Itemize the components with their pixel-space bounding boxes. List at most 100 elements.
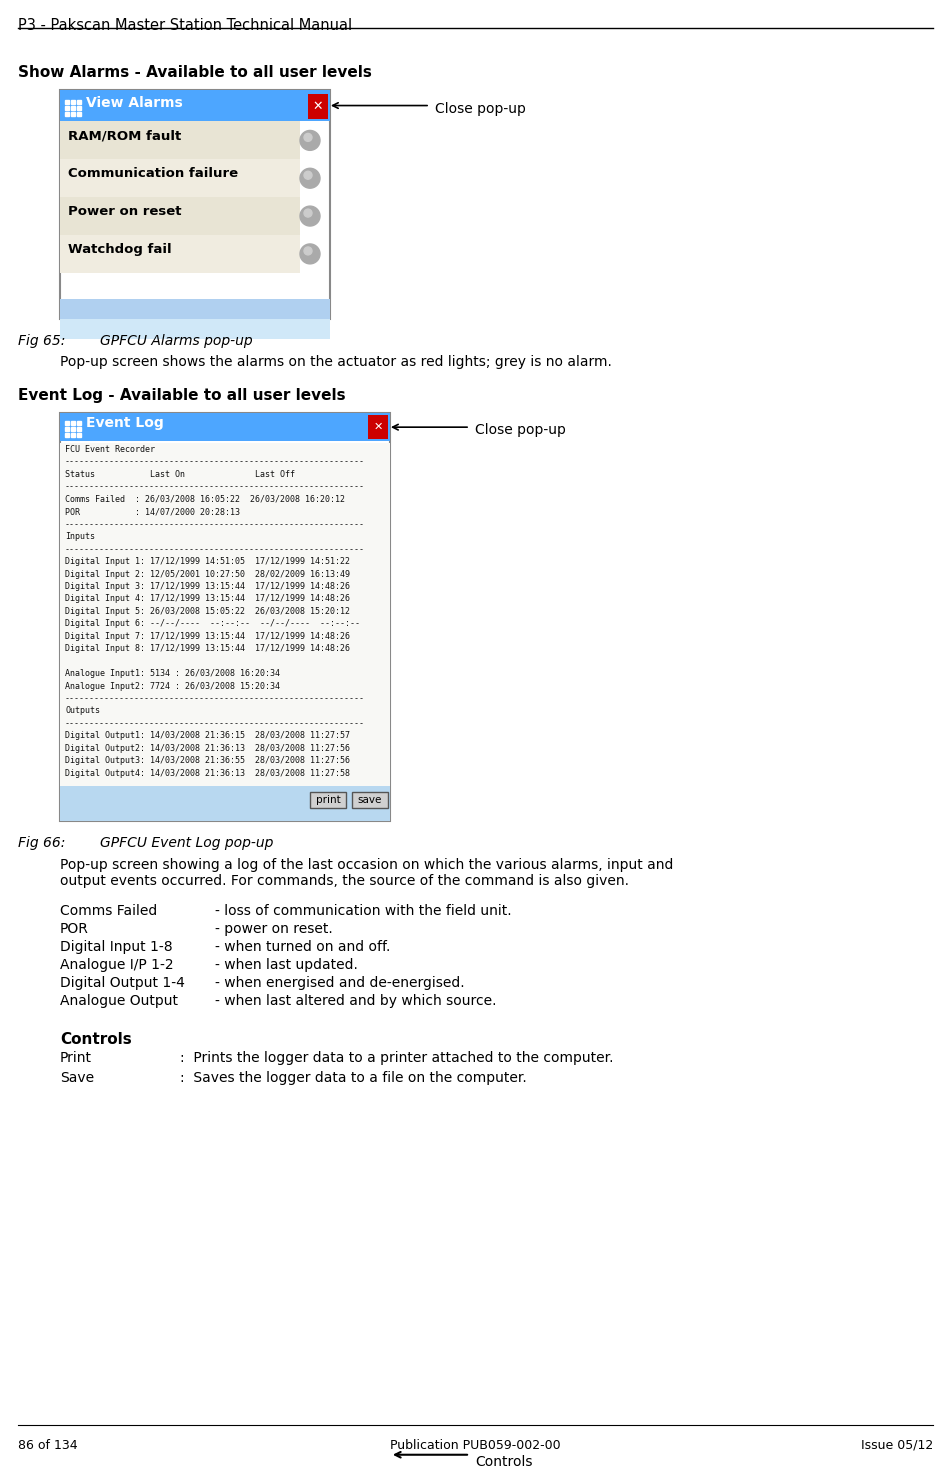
Text: Outputs: Outputs <box>65 706 100 715</box>
Bar <box>65 100 69 103</box>
Text: Communication failure: Communication failure <box>68 168 238 181</box>
FancyBboxPatch shape <box>60 159 300 197</box>
Text: ------------------------------------------------------------: ----------------------------------------… <box>65 694 365 703</box>
Circle shape <box>304 209 312 218</box>
FancyBboxPatch shape <box>368 415 388 440</box>
FancyBboxPatch shape <box>60 443 390 787</box>
Text: GPFCU Alarms pop-up: GPFCU Alarms pop-up <box>100 334 253 347</box>
Circle shape <box>300 206 320 227</box>
Bar <box>71 106 75 109</box>
Text: Digital Output3: 14/03/2008 21:36:55  28/03/2008 11:27:56: Digital Output3: 14/03/2008 21:36:55 28/… <box>65 756 350 765</box>
Text: Watchdog fail: Watchdog fail <box>68 243 171 256</box>
Text: Publication PUB059-002-00: Publication PUB059-002-00 <box>390 1439 561 1452</box>
Text: - when energised and de-energised.: - when energised and de-energised. <box>215 975 465 990</box>
Text: Analogue I/P 1-2: Analogue I/P 1-2 <box>60 958 174 972</box>
Text: Digital Input 6: --/--/----  --:--:--  --/--/----  --:--:--: Digital Input 6: --/--/---- --:--:-- --/… <box>65 619 360 628</box>
Text: ------------------------------------------------------------: ----------------------------------------… <box>65 544 365 553</box>
Text: ------------------------------------------------------------: ----------------------------------------… <box>65 482 365 491</box>
Bar <box>65 427 69 431</box>
Text: - when last updated.: - when last updated. <box>215 958 358 972</box>
Text: :  Prints the logger data to a printer attached to the computer.: : Prints the logger data to a printer at… <box>180 1052 613 1065</box>
Bar <box>77 432 81 437</box>
FancyBboxPatch shape <box>60 319 330 338</box>
Text: FCU Event Recorder: FCU Event Recorder <box>65 446 155 455</box>
Circle shape <box>300 244 320 263</box>
Text: Issue 05/12: Issue 05/12 <box>861 1439 933 1452</box>
Text: Status           Last On              Last Off: Status Last On Last Off <box>65 469 295 480</box>
Text: print: print <box>316 794 340 805</box>
Bar <box>65 112 69 116</box>
Text: View Alarms: View Alarms <box>86 96 183 109</box>
Text: Inputs: Inputs <box>65 533 95 541</box>
Text: Digital Output1: 14/03/2008 21:36:15  28/03/2008 11:27:57: Digital Output1: 14/03/2008 21:36:15 28/… <box>65 731 350 740</box>
FancyBboxPatch shape <box>60 299 330 319</box>
Bar <box>71 421 75 425</box>
FancyBboxPatch shape <box>60 122 300 159</box>
Circle shape <box>300 168 320 188</box>
Text: Digital Input 1-8: Digital Input 1-8 <box>60 940 173 955</box>
Text: Fig 65:: Fig 65: <box>18 334 66 347</box>
Text: Digital Input 2: 12/05/2001 10:27:50  28/02/2009 16:13:49: Digital Input 2: 12/05/2001 10:27:50 28/… <box>65 569 350 578</box>
Text: ------------------------------------------------------------: ----------------------------------------… <box>65 719 365 728</box>
Text: Controls: Controls <box>60 1031 132 1046</box>
Text: GPFCU Event Log pop-up: GPFCU Event Log pop-up <box>100 837 273 850</box>
Text: :  Saves the logger data to a file on the computer.: : Saves the logger data to a file on the… <box>180 1071 527 1086</box>
Text: ------------------------------------------------------------: ----------------------------------------… <box>65 457 365 466</box>
FancyBboxPatch shape <box>352 791 388 808</box>
Text: Digital Input 3: 17/12/1999 13:15:44  17/12/1999 14:48:26: Digital Input 3: 17/12/1999 13:15:44 17/… <box>65 583 350 591</box>
Text: Digital Output 1-4: Digital Output 1-4 <box>60 975 184 990</box>
Text: Event Log: Event Log <box>86 416 164 430</box>
Text: save: save <box>358 794 382 805</box>
Text: POR           : 14/07/2000 20:28:13: POR : 14/07/2000 20:28:13 <box>65 507 240 516</box>
Circle shape <box>304 247 312 254</box>
Text: POR: POR <box>60 922 88 936</box>
FancyBboxPatch shape <box>60 90 330 319</box>
Bar <box>71 112 75 116</box>
Text: Show Alarms - Available to all user levels: Show Alarms - Available to all user leve… <box>18 65 372 79</box>
Text: ------------------------------------------------------------: ----------------------------------------… <box>65 519 365 528</box>
Text: Comms Failed  : 26/03/2008 16:05:22  26/03/2008 16:20:12: Comms Failed : 26/03/2008 16:05:22 26/03… <box>65 494 345 505</box>
Text: ✕: ✕ <box>374 422 382 432</box>
Text: Close pop-up: Close pop-up <box>435 101 526 116</box>
Text: ✕: ✕ <box>313 100 323 113</box>
Bar <box>77 427 81 431</box>
Bar <box>71 432 75 437</box>
Bar <box>65 432 69 437</box>
Text: - power on reset.: - power on reset. <box>215 922 333 936</box>
Text: Analogue Output: Analogue Output <box>60 994 178 1008</box>
Text: Event Log - Available to all user levels: Event Log - Available to all user levels <box>18 388 345 403</box>
Bar <box>77 100 81 103</box>
FancyBboxPatch shape <box>60 413 390 821</box>
Circle shape <box>300 131 320 150</box>
Text: - when turned on and off.: - when turned on and off. <box>215 940 390 955</box>
Circle shape <box>304 171 312 179</box>
Text: P3 - Pakscan Master Station Technical Manual: P3 - Pakscan Master Station Technical Ma… <box>18 18 352 32</box>
FancyBboxPatch shape <box>60 786 390 821</box>
Text: Print: Print <box>60 1052 92 1065</box>
FancyBboxPatch shape <box>310 791 346 808</box>
Text: Analogue Input1: 5134 : 26/03/2008 16:20:34: Analogue Input1: 5134 : 26/03/2008 16:20… <box>65 669 280 678</box>
Bar <box>71 100 75 103</box>
Text: Digital Output4: 14/03/2008 21:36:13  28/03/2008 11:27:58: Digital Output4: 14/03/2008 21:36:13 28/… <box>65 769 350 778</box>
Circle shape <box>304 134 312 141</box>
Text: Digital Input 8: 17/12/1999 13:15:44  17/12/1999 14:48:26: Digital Input 8: 17/12/1999 13:15:44 17/… <box>65 644 350 653</box>
Text: Fig 66:: Fig 66: <box>18 837 66 850</box>
Bar <box>77 106 81 109</box>
Text: Analogue Input2: 7724 : 26/03/2008 15:20:34: Analogue Input2: 7724 : 26/03/2008 15:20… <box>65 681 280 690</box>
FancyBboxPatch shape <box>60 90 330 122</box>
Text: Controls: Controls <box>475 1455 533 1468</box>
Text: 86 of 134: 86 of 134 <box>18 1439 78 1452</box>
Text: - when last altered and by which source.: - when last altered and by which source. <box>215 994 496 1008</box>
FancyBboxPatch shape <box>308 94 328 119</box>
Bar <box>77 421 81 425</box>
Text: Power on reset: Power on reset <box>68 204 182 218</box>
Text: Digital Input 7: 17/12/1999 13:15:44  17/12/1999 14:48:26: Digital Input 7: 17/12/1999 13:15:44 17/… <box>65 631 350 641</box>
FancyBboxPatch shape <box>60 235 300 272</box>
FancyBboxPatch shape <box>60 413 390 441</box>
Text: Digital Input 5: 26/03/2008 15:05:22  26/03/2008 15:20:12: Digital Input 5: 26/03/2008 15:05:22 26/… <box>65 608 350 616</box>
Text: RAM/ROM fault: RAM/ROM fault <box>68 129 182 143</box>
Text: Digital Input 4: 17/12/1999 13:15:44  17/12/1999 14:48:26: Digital Input 4: 17/12/1999 13:15:44 17/… <box>65 594 350 603</box>
Text: Comms Failed: Comms Failed <box>60 905 157 918</box>
Text: Pop-up screen shows the alarms on the actuator as red lights; grey is no alarm.: Pop-up screen shows the alarms on the ac… <box>60 356 611 369</box>
Bar <box>71 427 75 431</box>
